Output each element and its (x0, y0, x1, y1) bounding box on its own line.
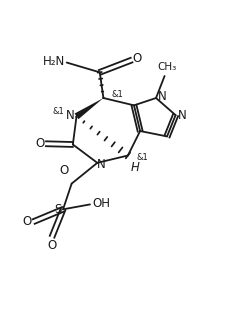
Text: O: O (35, 137, 45, 150)
Text: &1: &1 (111, 90, 123, 99)
Text: CH₃: CH₃ (157, 62, 176, 72)
Text: S: S (54, 203, 62, 216)
Text: N: N (158, 90, 167, 103)
Text: H: H (131, 161, 140, 174)
Polygon shape (75, 98, 103, 119)
Text: &1: &1 (52, 107, 64, 116)
Text: O: O (22, 215, 31, 228)
Text: OH: OH (92, 197, 110, 210)
Text: O: O (47, 239, 57, 252)
Text: N: N (97, 158, 106, 170)
Text: H₂N: H₂N (43, 55, 65, 68)
Text: O: O (60, 164, 69, 177)
Text: N: N (66, 109, 75, 122)
Text: N: N (178, 109, 187, 122)
Text: O: O (133, 52, 142, 65)
Text: &1: &1 (136, 153, 148, 162)
